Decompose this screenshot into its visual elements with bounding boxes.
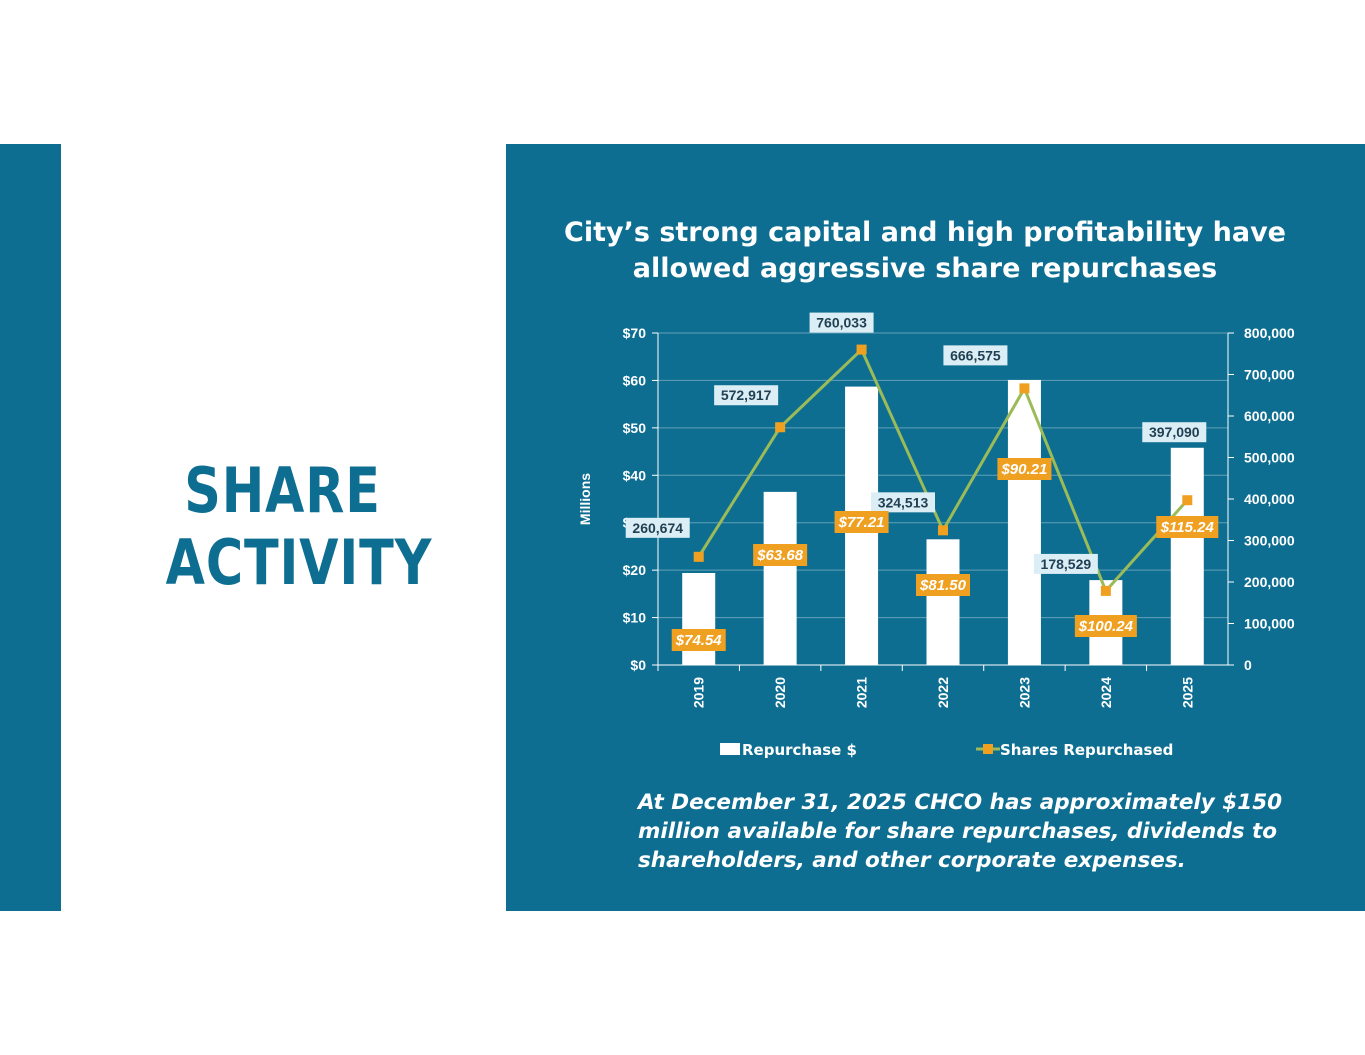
share-count-label: 178,529	[1041, 556, 1092, 572]
avg-price-label-box	[753, 544, 808, 566]
x-tick-label: 2024	[1098, 677, 1114, 708]
footnote: At December 31, 2025 CHCO has approximat…	[638, 790, 1283, 873]
right-tick-label: 100,000	[1244, 616, 1295, 632]
avg-price-label-box	[671, 629, 726, 651]
shares-repurchased-marker	[856, 344, 867, 355]
shares-repurchased-marker	[938, 525, 948, 536]
right-tick-label: 800,000	[1244, 325, 1295, 341]
share-count-label-box	[714, 385, 779, 406]
avg-price-label: $77.21	[838, 514, 885, 531]
legend-swatch-shares-marker	[983, 744, 993, 754]
right-tick-label: 500,000	[1244, 450, 1295, 466]
avg-price-label: $74.54	[675, 632, 723, 649]
x-tick-label: 2022	[935, 677, 951, 708]
shares-repurchased-marker	[1100, 585, 1111, 596]
x-tick-label: 2021	[854, 677, 870, 708]
share-count-label-box	[1142, 422, 1207, 443]
x-tick-label: 2025	[1179, 677, 1195, 708]
left-tick-label: $70	[623, 325, 647, 341]
legend-label-repurchase: Repurchase $	[742, 741, 857, 759]
avg-price-label-box	[1074, 615, 1137, 637]
share-count-label: 397,090	[1149, 424, 1200, 440]
right-tick-label: 200,000	[1244, 574, 1295, 590]
share-count-label-box	[871, 492, 935, 513]
avg-price-label-box	[916, 574, 970, 596]
avg-price-label: $90.21	[1000, 461, 1047, 478]
repurchase-bar	[763, 491, 797, 665]
share-count-label-box	[625, 517, 690, 538]
right-tick-label: 0	[1244, 657, 1252, 673]
legend-label-shares: Shares Repurchased	[1000, 741, 1173, 759]
repurchase-bar	[682, 572, 716, 665]
right-tick-label: 300,000	[1244, 533, 1295, 549]
shares-repurchased-marker	[693, 551, 704, 562]
heading-line-1: SHARE	[184, 454, 381, 527]
avg-price-label: $63.68	[756, 547, 804, 564]
left-tick-label: $60	[623, 372, 647, 388]
right-tick-label: 400,000	[1244, 491, 1295, 507]
avg-price-label-box	[997, 458, 1052, 480]
left-tick-label: $20	[623, 562, 647, 578]
left-tick-label: $0	[630, 657, 646, 673]
share-count-label: 572,917	[721, 387, 772, 403]
y-axis-title: Millions	[577, 473, 593, 525]
share-count-label: 760,033	[816, 315, 867, 331]
shares-repurchased-marker	[1019, 383, 1030, 394]
left-tick-label: $40	[623, 467, 647, 483]
avg-price-label: $81.50	[919, 577, 967, 594]
repurchase-bar	[1170, 447, 1204, 665]
page-heading: SHARE ACTIVITY	[165, 454, 433, 599]
share-count-label: 666,575	[950, 347, 1001, 363]
x-tick-label: 2019	[691, 677, 707, 708]
avg-price-label-box	[1156, 516, 1219, 538]
repurchase-bar	[1007, 379, 1041, 665]
repurchase-bar	[926, 539, 960, 665]
shares-repurchased-marker	[775, 422, 786, 433]
share-repurchase-chart: $0$10$20$30$40$50$60$700100,000200,00030…	[577, 312, 1295, 759]
heading-line-2: ACTIVITY	[165, 526, 433, 599]
x-tick-label: 2020	[772, 677, 788, 708]
left-accent-bar	[0, 144, 61, 911]
left-tick-label: $50	[623, 420, 647, 436]
share-count-label: 260,674	[632, 520, 683, 536]
chart-title-line-1: City’s strong capital and high profitabi…	[564, 217, 1286, 248]
shares-repurchased-marker	[1182, 495, 1193, 506]
share-count-label-box	[1033, 553, 1098, 574]
share-count-label-box	[809, 312, 874, 333]
chart-title: City’s strong capital and high profitabi…	[540, 215, 1310, 287]
left-tick-label: $10	[623, 610, 647, 626]
chart-title-line-2: allowed aggressive share repurchases	[632, 253, 1218, 284]
share-count-label: 324,513	[878, 494, 929, 510]
share-count-label-box	[943, 345, 1008, 366]
x-tick-label: 2023	[1016, 677, 1032, 708]
avg-price-label: $115.24	[1160, 519, 1215, 536]
avg-price-label-box	[834, 511, 889, 533]
legend-swatch-repurchase	[720, 743, 740, 755]
right-tick-label: 700,000	[1244, 367, 1295, 383]
avg-price-label: $100.24	[1078, 618, 1134, 635]
right-tick-label: 600,000	[1244, 408, 1295, 424]
